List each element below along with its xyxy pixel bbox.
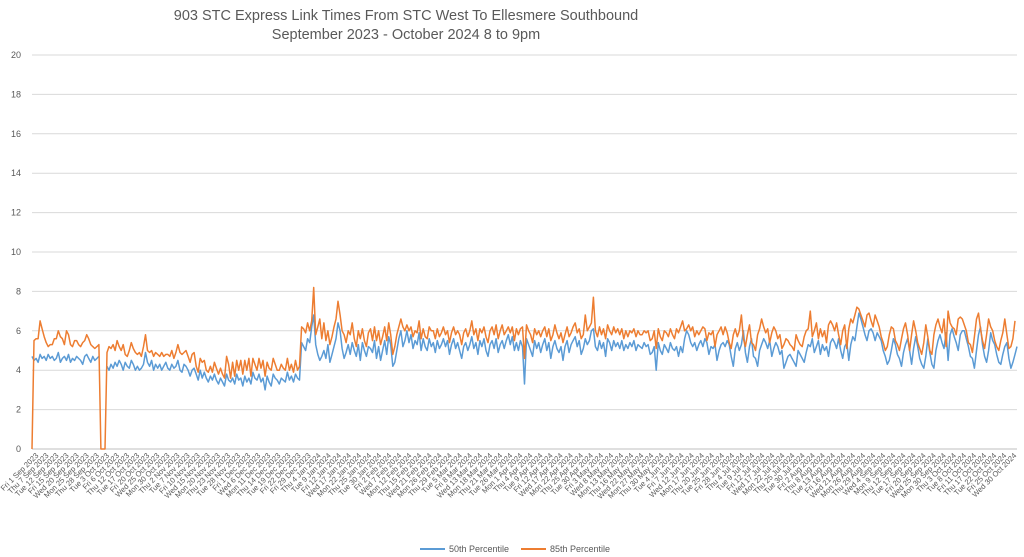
y-tick-label: 10	[11, 247, 21, 257]
y-axis-ticks: 0 2 4 6 8 10 12 14 16 18 20	[11, 50, 21, 454]
y-tick-label: 0	[16, 444, 21, 454]
y-tick-label: 4	[16, 365, 21, 375]
y-tick-label: 18	[11, 89, 21, 99]
y-tick-label: 12	[11, 208, 21, 218]
y-tick-label: 16	[11, 129, 21, 139]
series-lines	[31, 286, 1018, 450]
y-tick-label: 14	[11, 168, 21, 178]
series-line-50th-percentile	[31, 312, 1018, 391]
legend-label-50th: 50th Percentile	[449, 544, 509, 554]
legend-label-85th: 85th Percentile	[550, 544, 610, 554]
legend: 50th Percentile 85th Percentile	[420, 544, 610, 554]
chart-subtitle: September 2023 - October 2024 8 to 9pm	[272, 27, 540, 43]
gridlines	[32, 54, 1017, 450]
y-tick-label: 6	[16, 326, 21, 336]
y-tick-label: 2	[16, 405, 21, 415]
y-tick-label: 20	[11, 50, 21, 60]
chart-title: 903 STC Express Link Times From STC West…	[174, 8, 638, 24]
series-line-85th-percentile	[31, 286, 1016, 450]
y-tick-label: 8	[16, 286, 21, 296]
